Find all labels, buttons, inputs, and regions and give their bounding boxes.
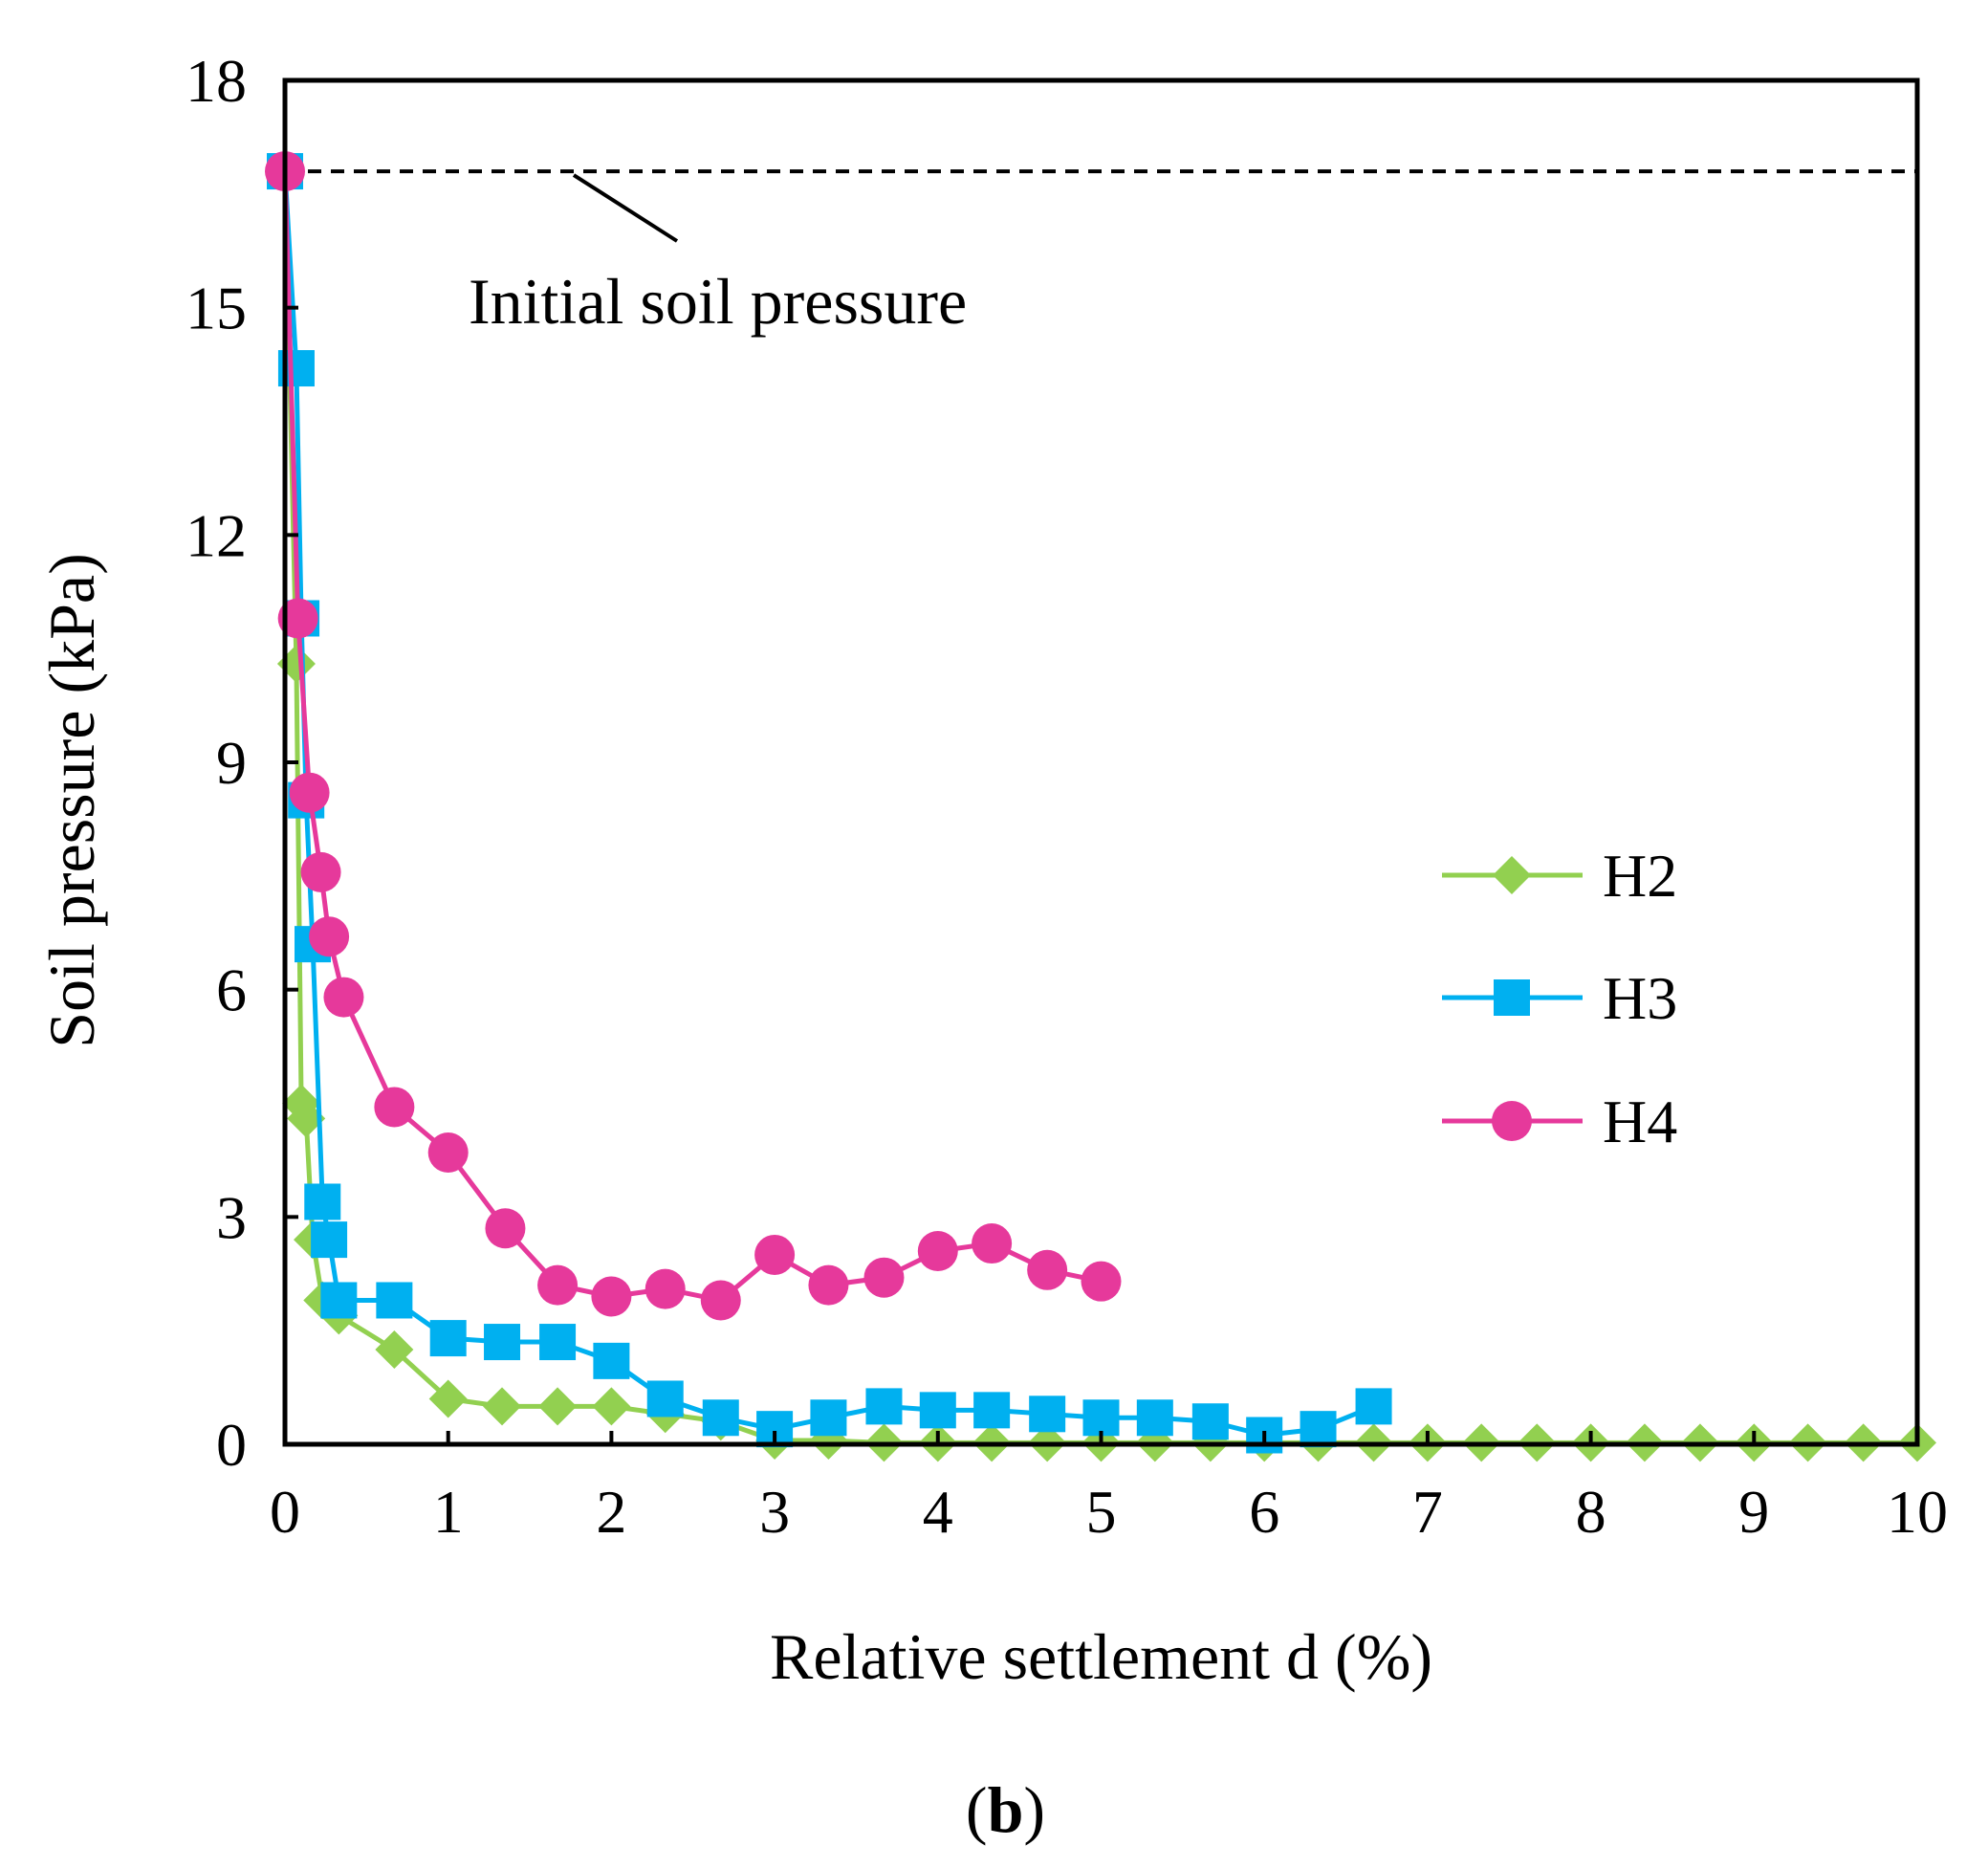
x-tick-label: 2 <box>596 1478 626 1546</box>
panel-label-close: ) <box>1023 1773 1045 1846</box>
series-h2-point <box>538 1387 578 1426</box>
series-h3-point <box>865 1388 903 1425</box>
series-h3-point <box>973 1392 1011 1429</box>
series-h3-point <box>1300 1411 1337 1448</box>
series-h4-point <box>644 1268 686 1309</box>
series-h3-point <box>1191 1403 1229 1440</box>
series-h4-point <box>537 1264 579 1306</box>
series-h3-point <box>484 1324 521 1361</box>
x-tick-label: 0 <box>270 1478 300 1546</box>
series-h4-point <box>863 1257 905 1298</box>
series-h3-point <box>429 1320 467 1357</box>
series-h2-point <box>375 1330 414 1369</box>
series-h3-point <box>1136 1399 1173 1437</box>
initial-soil-pressure-label: Initial soil pressure <box>469 265 967 338</box>
series-h3-point <box>702 1399 739 1437</box>
series-h3 <box>267 153 1392 1454</box>
series-h3-point <box>919 1392 956 1429</box>
series-h3-point <box>1355 1388 1392 1425</box>
panel-label-letter: b <box>988 1773 1024 1846</box>
series-h3-point <box>304 1183 341 1220</box>
reference-layer: Initial soil pressure <box>285 169 1917 338</box>
series-h3-point <box>539 1324 577 1361</box>
series-h4-point <box>427 1132 469 1173</box>
x-tick-label: 5 <box>1086 1478 1117 1546</box>
legend-h4-label: H4 <box>1603 1088 1677 1155</box>
series-h4-point <box>300 851 341 892</box>
annotation-pointer-line <box>572 173 679 243</box>
series-h3-point <box>1082 1399 1120 1437</box>
series-h4-point <box>323 977 364 1018</box>
series-h4-point <box>754 1234 796 1275</box>
x-tick-label: 8 <box>1576 1478 1606 1546</box>
series-h4-point <box>289 772 330 813</box>
series-h2-point <box>287 1099 326 1138</box>
x-tick-label: 4 <box>923 1478 953 1546</box>
series-h4-point <box>485 1208 526 1249</box>
panel-label: (b) <box>966 1773 1045 1846</box>
series-h4-point <box>917 1230 958 1271</box>
series-h3-point <box>376 1282 413 1319</box>
series-layer <box>265 151 1936 1462</box>
series-h4-point <box>808 1264 849 1306</box>
x-tick-label: 7 <box>1412 1478 1443 1546</box>
x-tick-label: 1 <box>433 1478 464 1546</box>
legend-h3-label: H3 <box>1603 964 1677 1032</box>
x-tick-label: 10 <box>1887 1478 1948 1546</box>
y-tick-label: 18 <box>186 47 247 115</box>
series-h2-point <box>428 1379 468 1418</box>
y-tick-label: 15 <box>186 275 247 342</box>
x-tick-label: 9 <box>1738 1478 1769 1546</box>
legend-h2-label: H2 <box>1603 842 1677 910</box>
series-h4-point <box>309 916 350 957</box>
series-h3-point <box>810 1399 847 1437</box>
series-h4-line <box>282 170 1103 1303</box>
series-h4-point <box>700 1280 741 1321</box>
y-tick-label: 3 <box>216 1183 247 1251</box>
series-h3-point <box>311 1221 348 1259</box>
series-h4 <box>265 151 1122 1321</box>
series-h3-point <box>593 1342 630 1379</box>
legend-h2-marker <box>1493 856 1531 894</box>
series-h4-point <box>374 1087 415 1128</box>
panel-label-open: ( <box>966 1773 988 1846</box>
series-h3-point <box>1029 1396 1066 1433</box>
series-h4-point <box>277 598 318 639</box>
y-tick-label: 9 <box>216 729 247 797</box>
x-tick-label: 6 <box>1249 1478 1279 1546</box>
y-axis-title: Soil pressure (kPa) <box>35 553 108 1047</box>
series-h3-point <box>320 1282 358 1319</box>
series-h2-point <box>483 1387 522 1426</box>
legend: H2 H3 H4 <box>1442 842 1677 1155</box>
y-tick-label: 12 <box>186 501 247 569</box>
series-h4-point <box>1081 1261 1122 1302</box>
y-tick-label: 6 <box>216 956 247 1024</box>
series-h3-line <box>282 170 1375 1438</box>
series-h2-point <box>592 1387 631 1426</box>
x-tick-label: 3 <box>759 1478 790 1546</box>
x-axis-title: Relative settlement d (%) <box>770 1620 1432 1693</box>
series-h3-point <box>646 1380 684 1417</box>
series-h4-point <box>972 1223 1013 1264</box>
legend-h4-marker <box>1492 1101 1532 1141</box>
y-tick-label: 0 <box>216 1411 247 1479</box>
legend-h3-marker <box>1494 979 1530 1016</box>
series-h4-point <box>1027 1249 1068 1290</box>
series-h4-point <box>591 1276 632 1317</box>
